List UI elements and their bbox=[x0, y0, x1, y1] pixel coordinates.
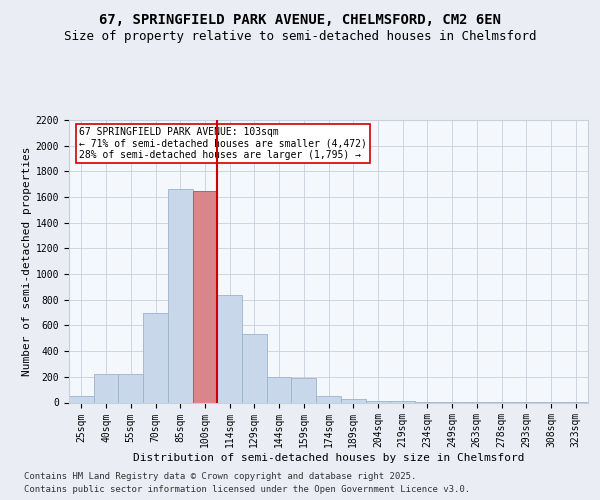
Bar bbox=[217, 294, 242, 403]
Bar bbox=[94, 374, 118, 402]
Bar bbox=[143, 312, 168, 402]
Text: Contains public sector information licensed under the Open Government Licence v3: Contains public sector information licen… bbox=[24, 485, 470, 494]
Bar bbox=[193, 190, 217, 402]
Y-axis label: Number of semi-detached properties: Number of semi-detached properties bbox=[22, 146, 32, 376]
Bar bbox=[341, 398, 365, 402]
Bar bbox=[168, 190, 193, 402]
Text: 67, SPRINGFIELD PARK AVENUE, CHELMSFORD, CM2 6EN: 67, SPRINGFIELD PARK AVENUE, CHELMSFORD,… bbox=[99, 12, 501, 26]
Bar bbox=[267, 377, 292, 402]
Text: Size of property relative to semi-detached houses in Chelmsford: Size of property relative to semi-detach… bbox=[64, 30, 536, 43]
Bar bbox=[118, 374, 143, 402]
Text: Contains HM Land Registry data © Crown copyright and database right 2025.: Contains HM Land Registry data © Crown c… bbox=[24, 472, 416, 481]
Bar bbox=[69, 396, 94, 402]
Bar bbox=[242, 334, 267, 402]
Bar bbox=[365, 401, 390, 402]
Bar bbox=[316, 396, 341, 402]
Text: 67 SPRINGFIELD PARK AVENUE: 103sqm
← 71% of semi-detached houses are smaller (4,: 67 SPRINGFIELD PARK AVENUE: 103sqm ← 71%… bbox=[79, 127, 367, 160]
Bar bbox=[292, 378, 316, 402]
X-axis label: Distribution of semi-detached houses by size in Chelmsford: Distribution of semi-detached houses by … bbox=[133, 453, 524, 463]
Bar bbox=[390, 401, 415, 402]
